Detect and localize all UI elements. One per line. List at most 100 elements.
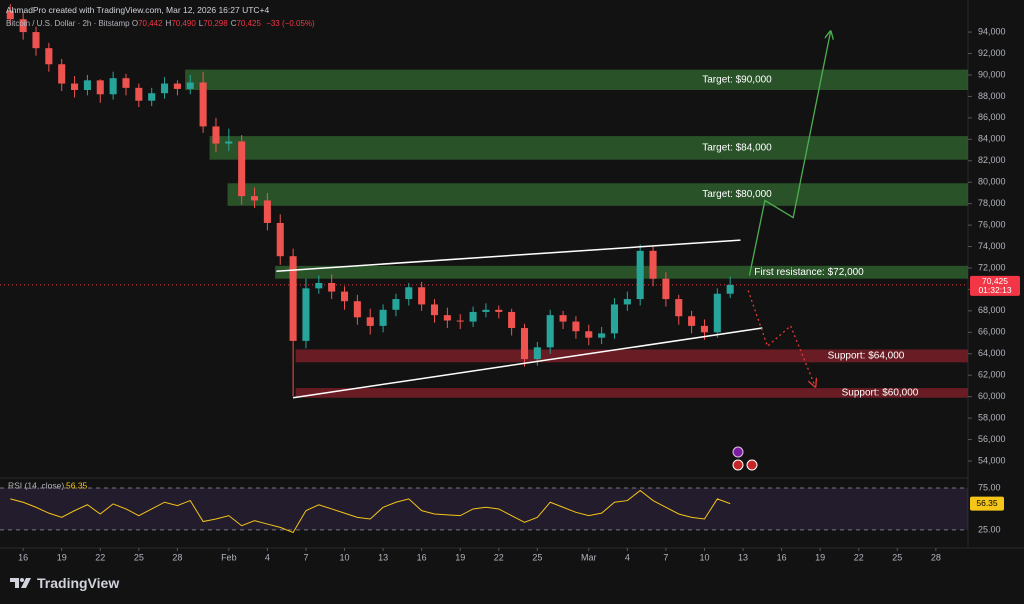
candle-body bbox=[315, 282, 323, 289]
candle-body bbox=[96, 80, 104, 95]
candle-body bbox=[726, 284, 734, 294]
candle-body bbox=[83, 80, 91, 90]
ohlc-key: O bbox=[131, 19, 139, 28]
candle-body bbox=[533, 347, 541, 360]
y-tick-label: 76,000 bbox=[978, 219, 1006, 229]
candle-body bbox=[353, 301, 361, 318]
candle-body bbox=[495, 309, 503, 312]
x-tick-label: 16 bbox=[777, 552, 787, 562]
y-tick-label: 84,000 bbox=[978, 134, 1006, 144]
ohlc-value: 70,442 bbox=[138, 19, 163, 28]
x-tick-label: 19 bbox=[57, 552, 67, 562]
event-icon[interactable] bbox=[732, 459, 744, 471]
ohlc-value: 70,490 bbox=[171, 19, 196, 28]
candle-body bbox=[405, 287, 413, 300]
y-tick-label: 88,000 bbox=[978, 91, 1006, 101]
symbol-line: Bitcoin / U.S. Dollar · 2h · Bitstamp O7… bbox=[6, 17, 318, 31]
candle-body bbox=[58, 64, 66, 84]
brand[interactable]: TradingView bbox=[10, 575, 119, 591]
trendline bbox=[292, 327, 763, 399]
rsi-tick-label: 75.00 bbox=[978, 482, 1001, 492]
ohlc-key: C bbox=[230, 19, 237, 28]
candle-body bbox=[45, 48, 53, 65]
rsi-value-label: 56.35 bbox=[976, 498, 998, 508]
candle-body bbox=[649, 250, 657, 279]
last-price-label: 70,425 bbox=[982, 276, 1008, 286]
candle-body bbox=[392, 299, 400, 310]
zone-label: Support: $64,000 bbox=[828, 351, 905, 362]
candle-body bbox=[161, 83, 169, 94]
rsi-tick-label: 25.00 bbox=[978, 524, 1001, 534]
price-zone bbox=[209, 136, 968, 160]
x-tick-label: 25 bbox=[134, 552, 144, 562]
y-tick-label: 92,000 bbox=[978, 48, 1006, 58]
candle-body bbox=[520, 328, 529, 360]
candle-body bbox=[598, 333, 606, 338]
symbol: Bitcoin / U.S. Dollar · 2h · Bitstamp bbox=[6, 19, 130, 28]
candle-body bbox=[135, 87, 143, 101]
x-tick-label: 28 bbox=[172, 552, 182, 562]
candle-body bbox=[482, 309, 490, 312]
candle-body bbox=[688, 316, 696, 326]
candle-body bbox=[276, 222, 284, 257]
candle-body bbox=[122, 78, 130, 88]
candle-body bbox=[302, 288, 310, 341]
y-tick-label: 62,000 bbox=[978, 370, 1006, 380]
candle-body bbox=[328, 282, 336, 292]
x-tick-label: 19 bbox=[815, 552, 825, 562]
candle-body bbox=[186, 82, 194, 89]
y-tick-label: 68,000 bbox=[978, 305, 1006, 315]
x-tick-label: 7 bbox=[303, 552, 308, 562]
candle-body bbox=[430, 304, 439, 316]
x-tick-label: 4 bbox=[265, 552, 270, 562]
candle-body bbox=[559, 315, 567, 322]
candle-body bbox=[19, 19, 27, 33]
candle-body bbox=[366, 317, 374, 326]
header: AhmadPro created with TradingView.com, M… bbox=[6, 3, 318, 31]
event-icons[interactable] bbox=[732, 446, 758, 471]
change: −33 (−0.05%) bbox=[266, 19, 315, 28]
x-tick-label: 10 bbox=[340, 552, 350, 562]
price-zone bbox=[185, 69, 968, 90]
candle-body bbox=[508, 311, 516, 329]
last-price-box bbox=[970, 275, 1020, 296]
event-icon[interactable] bbox=[732, 446, 744, 458]
x-tick-label: 22 bbox=[95, 552, 105, 562]
zone-label: Support: $60,000 bbox=[842, 388, 919, 399]
ohlc-value: 70,298 bbox=[203, 19, 228, 28]
price-zone bbox=[295, 349, 968, 363]
candle-body bbox=[32, 32, 40, 49]
y-tick-label: 90,000 bbox=[978, 69, 1006, 79]
candle-body bbox=[443, 315, 451, 321]
x-tick-label: Feb bbox=[221, 552, 237, 562]
candle-body bbox=[6, 10, 14, 20]
candle-body bbox=[662, 278, 670, 300]
y-tick-label: 74,000 bbox=[978, 241, 1006, 251]
y-tick-label: 78,000 bbox=[978, 198, 1006, 208]
price-zone bbox=[227, 183, 968, 206]
x-tick-label: 16 bbox=[18, 552, 28, 562]
candle-body bbox=[700, 325, 709, 333]
x-tick-label: 16 bbox=[417, 552, 427, 562]
countdown: 01:32:13 bbox=[978, 285, 1011, 295]
candle-body bbox=[636, 250, 644, 300]
candle-body bbox=[289, 256, 297, 341]
candle-body bbox=[148, 93, 156, 101]
candle-body bbox=[340, 291, 349, 302]
x-tick-label: 7 bbox=[663, 552, 668, 562]
zone-label: Target: $80,000 bbox=[702, 189, 772, 200]
y-tick-label: 94,000 bbox=[978, 26, 1006, 36]
brand-name: TradingView bbox=[37, 575, 120, 591]
y-tick-label: 54,000 bbox=[978, 455, 1006, 465]
x-tick-label: 22 bbox=[494, 552, 504, 562]
candle-body bbox=[469, 311, 477, 322]
y-tick-label: 56,000 bbox=[978, 434, 1006, 444]
ohlc-key: L bbox=[198, 19, 204, 28]
candle-body bbox=[623, 299, 631, 305]
candle-body bbox=[238, 141, 246, 197]
candle-body bbox=[173, 83, 181, 89]
event-icon[interactable] bbox=[746, 459, 758, 471]
x-tick-label: 4 bbox=[625, 552, 630, 562]
candle-body bbox=[418, 287, 426, 305]
ohlc-values: O70,442 H70,490 L70,298 C70,425 bbox=[132, 19, 264, 28]
